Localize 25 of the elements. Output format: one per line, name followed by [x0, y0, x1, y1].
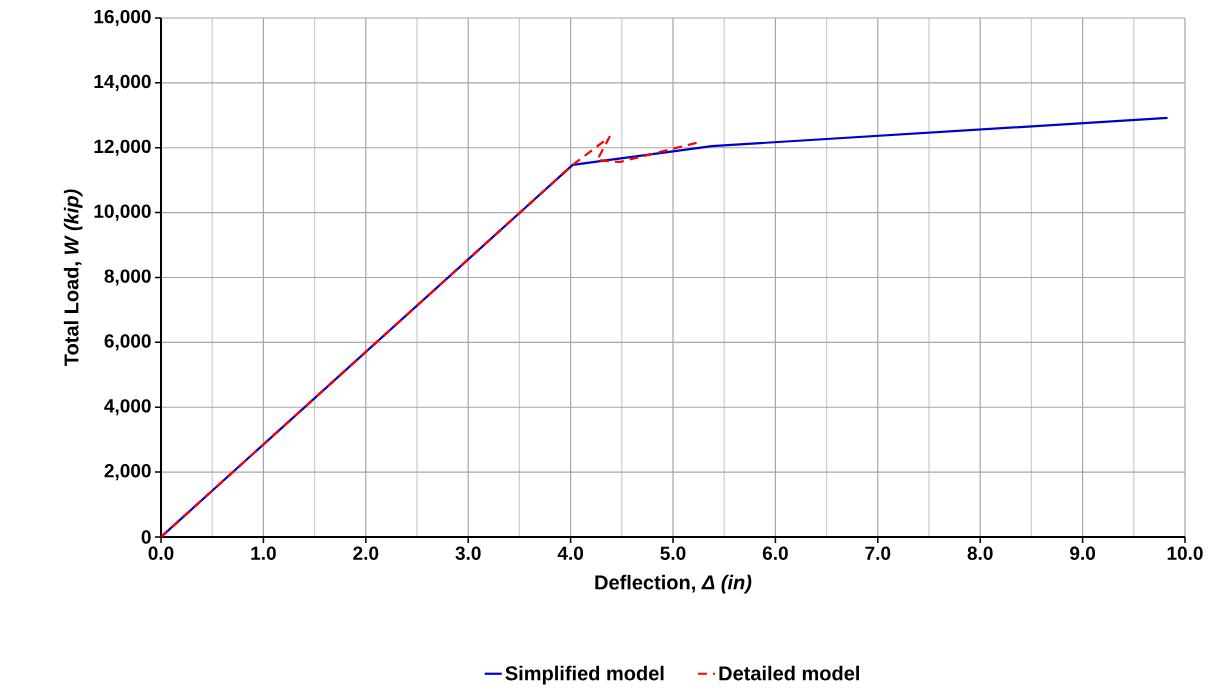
- y-tick-label: 2,000: [104, 464, 151, 481]
- line-series: [161, 135, 698, 537]
- x-tick-label: 6.0: [762, 546, 788, 560]
- y-tick-label: 6,000: [104, 334, 151, 351]
- y-tick-label: 14,000: [94, 74, 151, 91]
- x-tick-label: 9.0: [1070, 546, 1096, 560]
- legend-label: Simplified model: [505, 665, 664, 685]
- x-tick-label: 2.0: [353, 546, 379, 560]
- x-tick-label: 7.0: [865, 546, 891, 560]
- x-tick-label: 4.0: [557, 546, 584, 560]
- x-tick-label: 8.0: [967, 546, 993, 560]
- y-tick-label: 4,000: [104, 399, 151, 416]
- y-tick-label: 8,000: [104, 269, 151, 286]
- x-axis-title: Deflection, Δ (in): [595, 574, 752, 594]
- x-tick-label: 1.0: [251, 546, 276, 560]
- legend-label: Detailed model: [719, 665, 859, 681]
- y-tick-label: 12,000: [94, 139, 151, 156]
- x-tick-label: 0.0: [148, 546, 174, 560]
- x-tick-label: 10.0: [1167, 546, 1203, 560]
- y-axis-title: Total Load, W (kip): [63, 189, 83, 366]
- x-tick-label: 5.0: [660, 546, 686, 560]
- y-tick-label: 10,000: [94, 204, 151, 221]
- y-tick-label: 0: [141, 530, 151, 544]
- x-tick-label: 3.0: [455, 546, 481, 561]
- y-tick-label: 16,000: [94, 9, 151, 27]
